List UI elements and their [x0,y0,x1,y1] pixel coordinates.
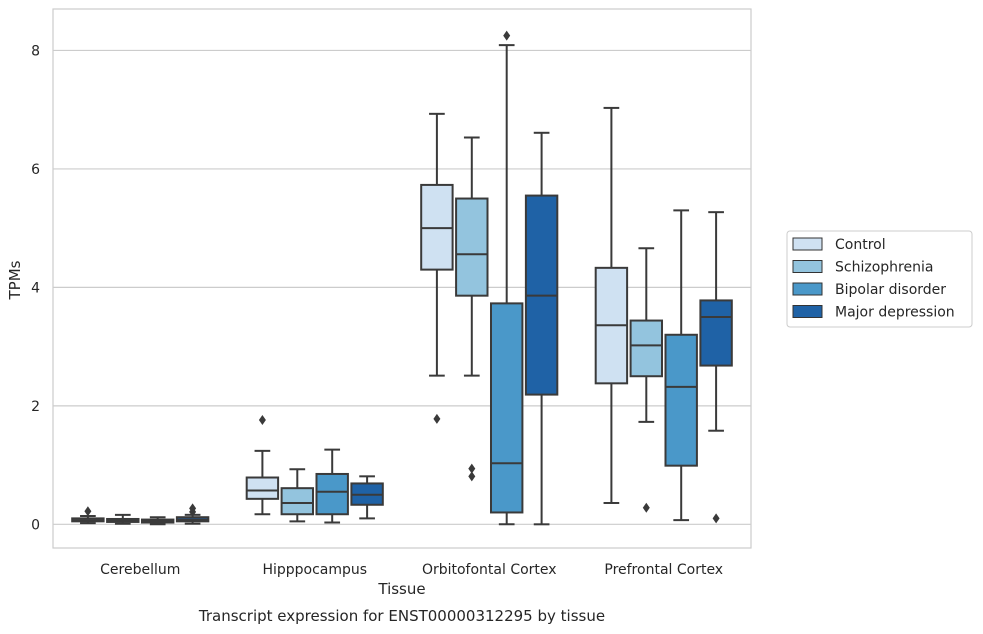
box-1-2 [315,448,349,524]
outlier-point [433,413,441,424]
outlier-point [258,415,266,426]
box-1-3 [350,475,384,520]
legend-swatch [792,282,823,296]
box-2-3 [524,131,559,526]
box-1-0 [245,415,280,516]
x-axis-label: Tissue [377,580,425,598]
legend-item: Control [792,237,886,253]
outlier-point [468,471,476,482]
chart-caption: Transcript expression for ENST0000031229… [198,607,605,625]
box-3-1 [629,247,664,513]
box-iqr [699,299,733,367]
box-iqr [455,197,489,297]
box-0-3 [175,503,210,525]
x-tick-label: Prefrontal Cortex [604,562,723,578]
legend-label: Schizophrenia [835,260,933,276]
legend-frame [786,230,973,328]
legend[interactable]: Control Schizophrenia Bipolar disorder Majo… [786,230,973,328]
box-iqr [629,319,664,378]
legend-item: Schizophrenia [792,260,933,276]
box-3-3 [699,211,733,524]
box-3-2 [664,209,698,522]
box-iqr [245,476,280,500]
y-tick-label: 2 [31,399,40,415]
outlier-point [503,30,511,41]
y-tick-labels: 0 2 4 6 8 [31,43,40,533]
outlier-point [189,506,197,517]
box-series [71,30,733,526]
y-tick-label: 8 [31,43,40,59]
x-tick-label: Hipppocampus [262,562,367,578]
legend-label: Bipolar disorder [835,282,946,298]
x-tick-label: Orbitofontal Cortex [422,562,557,578]
x-tick-labels: Cerebellum Hipppocampus Orbitofontal Corte… [100,562,723,578]
legend-swatch [792,237,823,251]
box-iqr [664,333,698,467]
box-0-1 [106,513,140,525]
box-iqr [315,472,349,516]
box-2-2 [489,30,524,526]
legend-label: Control [835,237,886,253]
legend-label: Major depression [835,305,955,321]
y-axis-label: TPMs [6,260,24,300]
legend-swatch [792,305,823,318]
box-1-1 [280,468,315,523]
plot-area [52,8,752,549]
box-2-0 [420,112,454,424]
box-2-1 [455,136,489,482]
outlier-point [84,506,92,517]
x-tick-label: Cerebellum [100,562,180,578]
box-0-0 [71,506,105,525]
legend-item: Bipolar disorder [792,282,946,298]
legend-item: Major depression [792,305,955,321]
legend-swatch [792,260,823,273]
box-3-0 [594,106,629,504]
outlier-point [468,463,476,474]
outlier-point [712,513,720,524]
y-tick-label: 0 [31,517,40,533]
outlier-point [642,502,650,513]
box-iqr [489,302,524,514]
y-tick-label: 4 [31,280,40,296]
grid-lines [53,49,751,525]
box-iqr [280,487,315,516]
box-0-2 [140,516,175,526]
y-tick-label: 6 [31,162,40,178]
